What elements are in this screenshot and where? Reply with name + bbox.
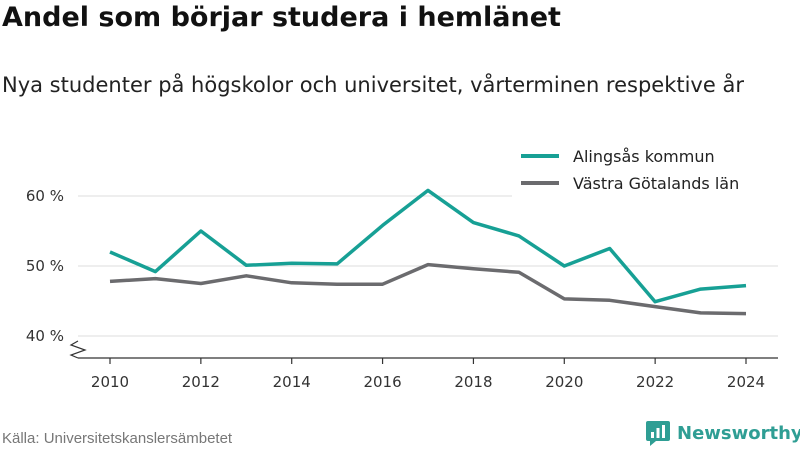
y-tick-label: 60 % bbox=[26, 187, 64, 205]
x-tick-label: 2010 bbox=[91, 373, 129, 391]
y-tick-label: 40 % bbox=[26, 327, 64, 345]
legend-label: Alingsås kommun bbox=[573, 147, 715, 166]
series-line-0 bbox=[109, 188, 747, 304]
x-tick-label: 2024 bbox=[727, 373, 765, 391]
series-line-1 bbox=[109, 262, 747, 316]
y-axis: 40 % 50 % 60 % bbox=[26, 187, 64, 345]
axis-break-icon bbox=[69, 340, 87, 359]
newsworthy-logo-icon bbox=[646, 421, 670, 446]
source-note: Källa: Universitetskanslersämbetet bbox=[2, 430, 233, 447]
legend-label: Västra Götalands län bbox=[573, 174, 739, 193]
y-tick-label: 50 % bbox=[26, 257, 64, 275]
brand-logo[interactable]: Newsworthy bbox=[645, 419, 800, 447]
x-axis: 2010 2012 2014 2016 2018 2020 2022 2024 bbox=[69, 340, 778, 391]
x-tick-label: 2022 bbox=[636, 373, 674, 391]
legend: Alingsås kommun Västra Götalands län bbox=[512, 140, 778, 198]
line-chart: 2010 2012 2014 2016 2018 2020 2022 2024 40 % 50 … bbox=[25, 140, 778, 391]
legend-background bbox=[512, 140, 778, 198]
x-tick-label: 2012 bbox=[182, 373, 220, 391]
chart-subtitle: Nya studenter på högskolor och universit… bbox=[2, 73, 744, 97]
brand-name: Newsworthy bbox=[677, 422, 800, 444]
x-tick-label: 2020 bbox=[545, 373, 583, 391]
chart-title: Andel som börjar studera i hemlänet bbox=[2, 2, 561, 33]
x-tick-label: 2018 bbox=[454, 373, 492, 391]
series-lines bbox=[109, 188, 747, 316]
x-tick-label: 2014 bbox=[273, 373, 311, 391]
x-tick-label: 2016 bbox=[363, 373, 401, 391]
